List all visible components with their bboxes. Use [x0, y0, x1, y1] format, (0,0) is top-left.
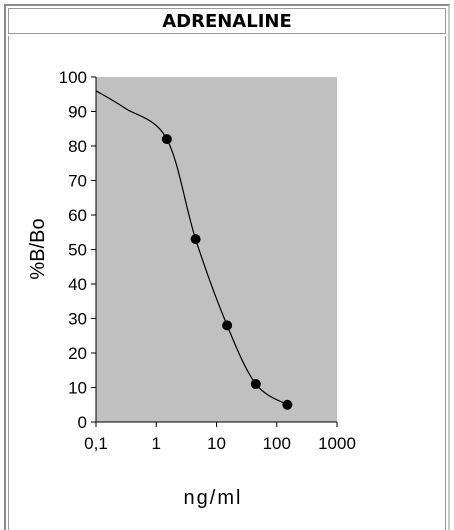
data-point: [282, 399, 293, 410]
data-point: [161, 134, 172, 145]
x-tick-label: 10: [207, 434, 226, 453]
y-tick-label: 70: [68, 172, 87, 191]
x-axis-title: ng/ml: [184, 487, 243, 509]
y-tick-label: 60: [68, 206, 87, 225]
y-tick-label: 40: [68, 275, 87, 294]
plot-area: [96, 77, 337, 422]
y-axis-title: %B/Bo: [27, 218, 49, 279]
y-tick-label: 90: [68, 103, 87, 122]
y-tick-label: 100: [59, 68, 87, 87]
data-point: [250, 379, 261, 390]
x-tick-label: 1: [152, 434, 161, 453]
chart-title: ADRENALINE: [8, 8, 446, 34]
x-tick-label: 100: [263, 434, 291, 453]
y-tick-label: 50: [68, 241, 87, 260]
chart-panel: [8, 36, 446, 530]
y-tick-label: 0: [78, 413, 87, 432]
x-tick-label: 0,1: [84, 434, 108, 453]
y-tick-label: 80: [68, 137, 87, 156]
data-point: [190, 234, 201, 245]
y-tick-label: 10: [68, 379, 87, 398]
data-point: [222, 320, 233, 331]
x-tick-label: 1000: [318, 434, 356, 453]
y-tick-label: 20: [68, 344, 87, 363]
y-tick-label: 30: [68, 310, 87, 329]
